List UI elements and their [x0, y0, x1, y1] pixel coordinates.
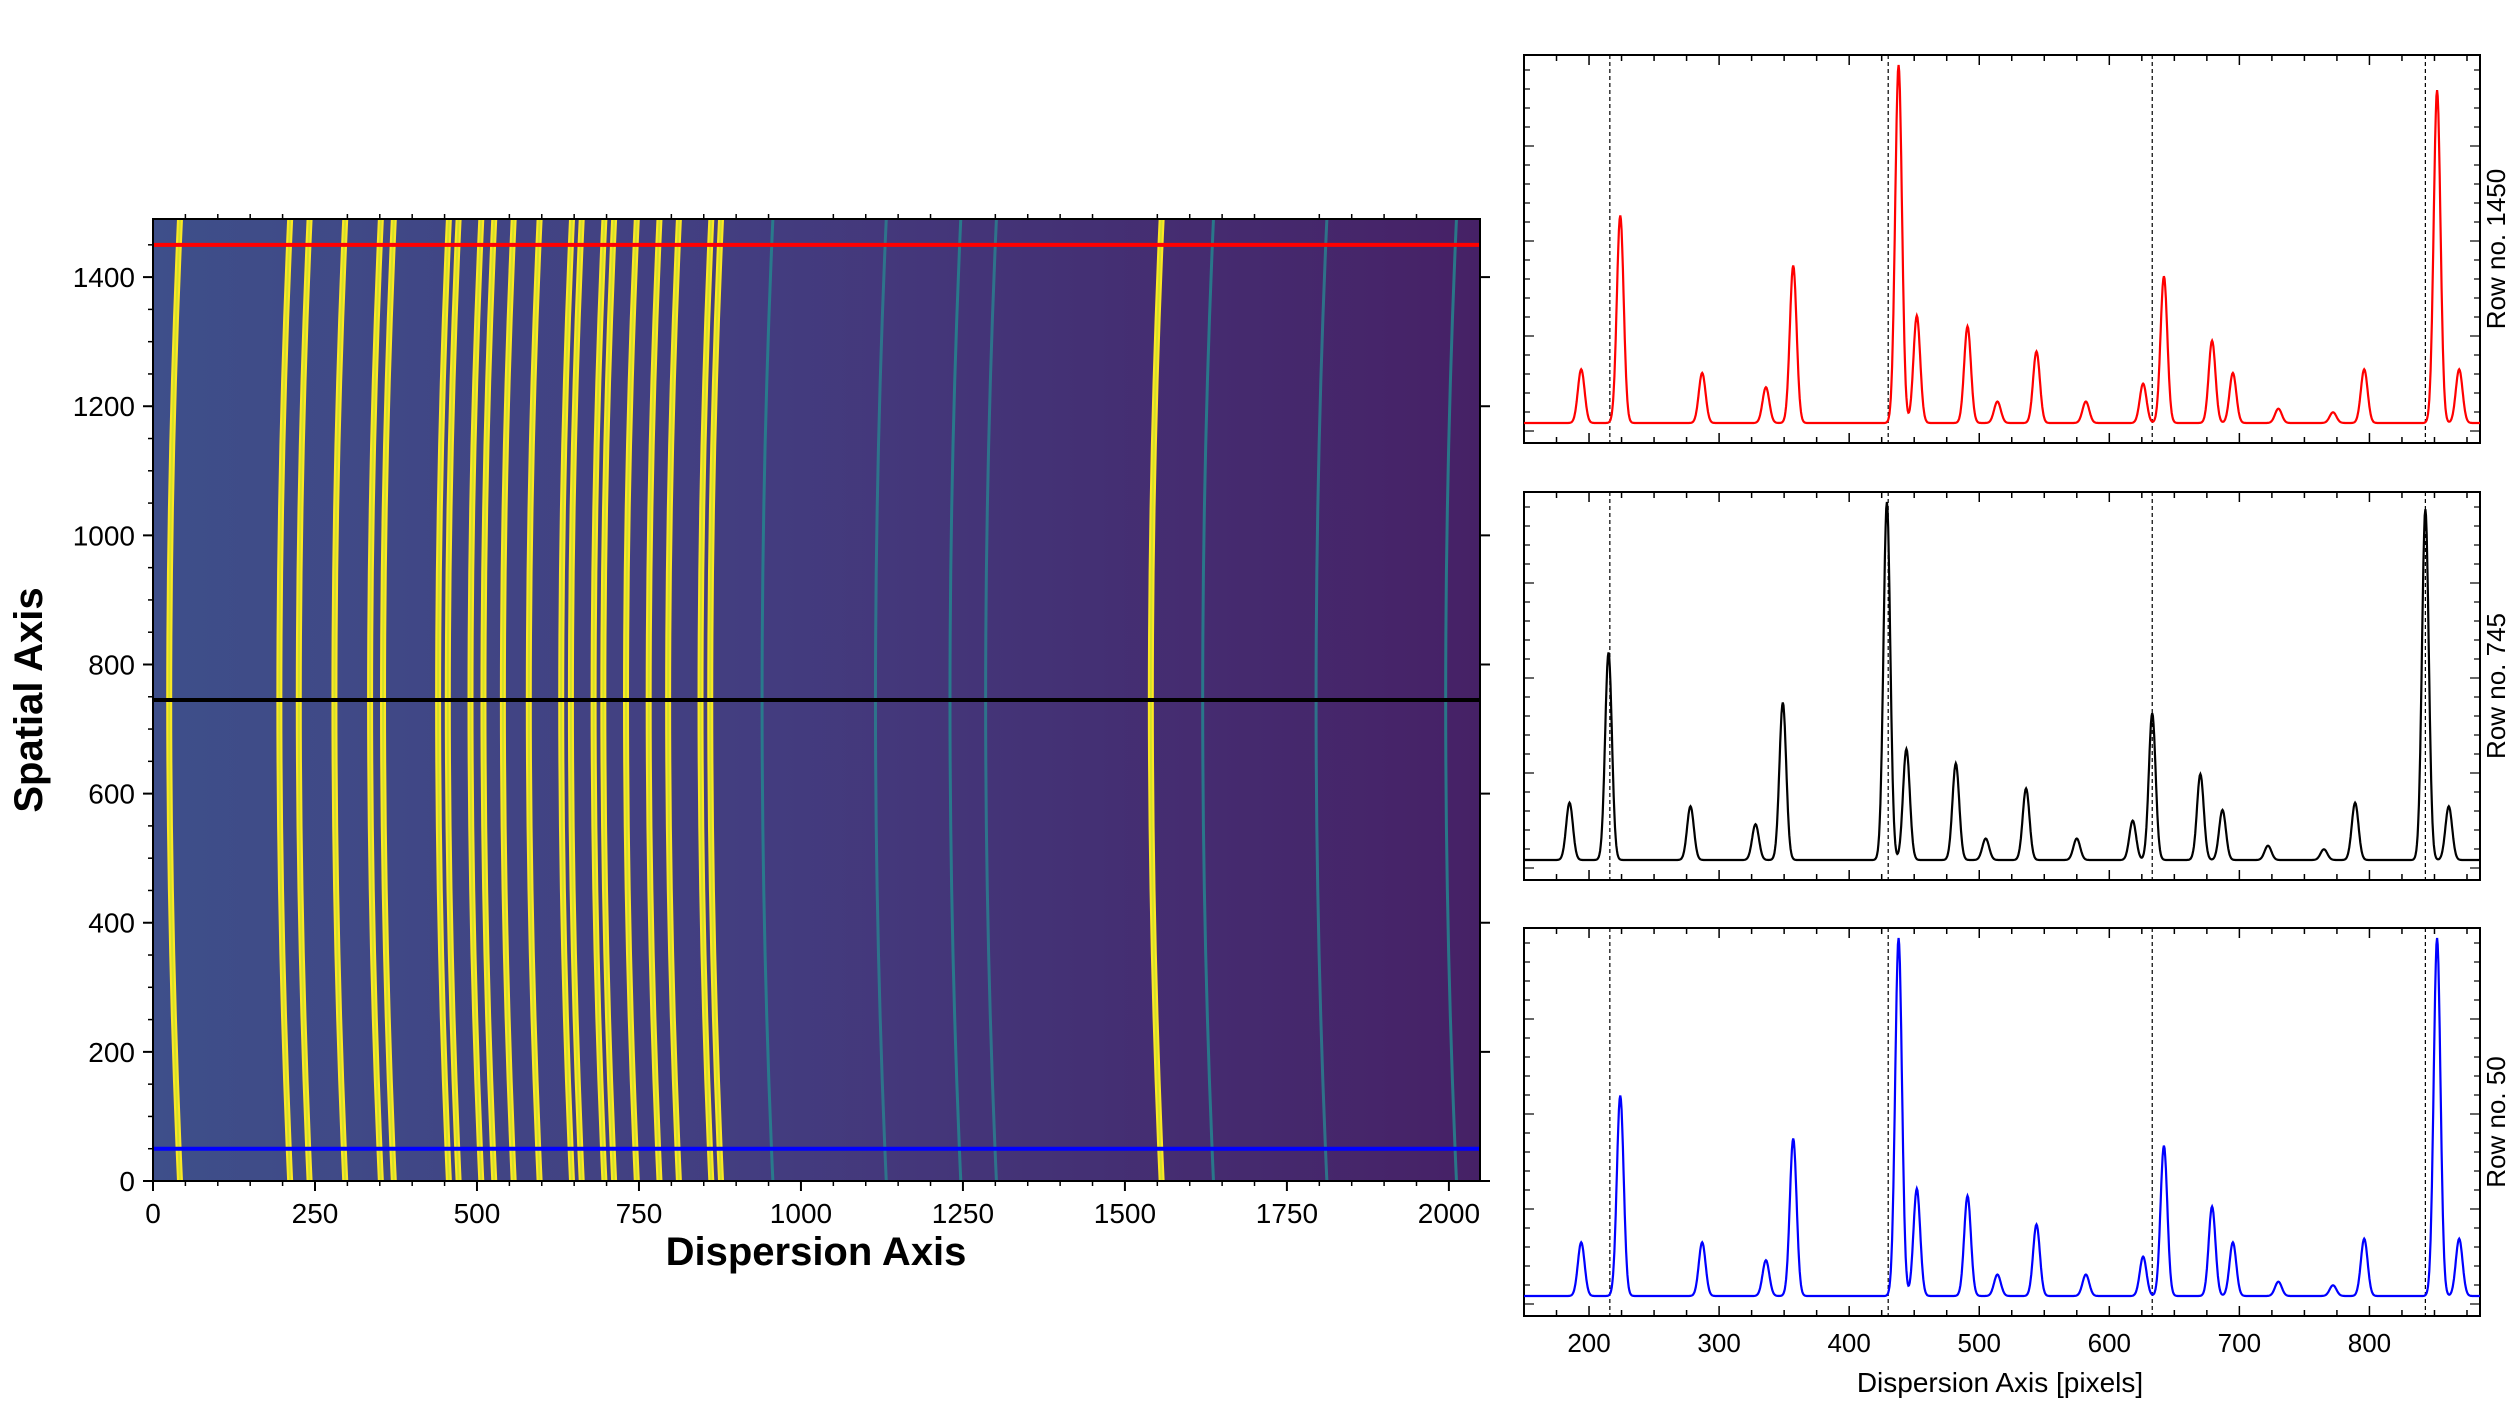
profile-panel-2: Row no. 745 [1523, 491, 2511, 881]
row-profile-line [1524, 64, 2480, 425]
heatmap-x-tick-label: 1250 [932, 1198, 994, 1229]
profile-panel-1: Row no. 1450 [1523, 54, 2511, 444]
profile-x-tick-label: 400 [1827, 1328, 1870, 1358]
heatmap-x-tick-label: 0 [145, 1198, 161, 1229]
heatmap-x-tick-label: 250 [292, 1198, 339, 1229]
heatmap-x-tick-label: 1000 [770, 1198, 832, 1229]
profile-x-tick-label: 800 [2348, 1328, 2391, 1358]
profile-x-tick-label: 200 [1567, 1328, 1610, 1358]
profile-x-tick-label: 500 [1958, 1328, 2001, 1358]
heatmap-x-tick-label: 750 [616, 1198, 663, 1229]
heatmap-panel: 0 250 500 750 1000 1250 1500 1750 2000 0 200 400 60… [7, 214, 1490, 1274]
heatmap-y-ticks: 0 200 400 600 800 1000 1200 1400 [73, 244, 1490, 1197]
row-profile-line [1524, 501, 2480, 862]
heatmap-y-label: Spatial Axis [7, 587, 51, 812]
profile-x-label: Dispersion Axis [pixels] [1857, 1367, 2143, 1398]
row-profile-line [1524, 937, 2480, 1298]
heatmap-y-tick-label: 800 [88, 649, 135, 680]
heatmap-y-tick-label: 0 [119, 1166, 135, 1197]
profile-panel-3: Row no. 50 200 300 400 500 600 700 800 [1523, 927, 2511, 1358]
heatmap-x-tick-label: 2000 [1418, 1198, 1480, 1229]
profile-row-label: Row no. 50 [2481, 1056, 2511, 1188]
heatmap-x-tick-label: 1500 [1094, 1198, 1156, 1229]
heatmap-x-tick-label: 1750 [1256, 1198, 1318, 1229]
profile-frame [1523, 927, 2481, 1317]
profile-row-label: Row no. 745 [2481, 613, 2511, 759]
heatmap-frame [152, 218, 1481, 1182]
heatmap-y-tick-label: 1200 [73, 391, 135, 422]
heatmap-y-tick-label: 1000 [73, 520, 135, 551]
profile-x-tick-label: 600 [2088, 1328, 2131, 1358]
profile-x-tick-label: 700 [2218, 1328, 2261, 1358]
heatmap-y-tick-label: 200 [88, 1037, 135, 1068]
heatmap-y-tick-label: 600 [88, 779, 135, 810]
heatmap-x-tick-label: 500 [454, 1198, 501, 1229]
profile-row-label: Row no. 1450 [2481, 169, 2511, 329]
row-profile-panels: Row no. 1450 Row no. 745 Row no. 50 200 300 4… [1523, 54, 2511, 1358]
profile-frame [1523, 54, 2481, 444]
heatmap-y-tick-label: 400 [88, 908, 135, 939]
heatmap-x-ticks: 0 250 500 750 1000 1250 1500 1750 2000 [145, 214, 1480, 1229]
profile-x-tick-label: 300 [1697, 1328, 1740, 1358]
heatmap-x-label: Dispersion Axis [666, 1230, 967, 1274]
profile-frame [1523, 491, 2481, 881]
heatmap-y-tick-label: 1400 [73, 262, 135, 293]
overlay-rows [153, 242, 1480, 1151]
